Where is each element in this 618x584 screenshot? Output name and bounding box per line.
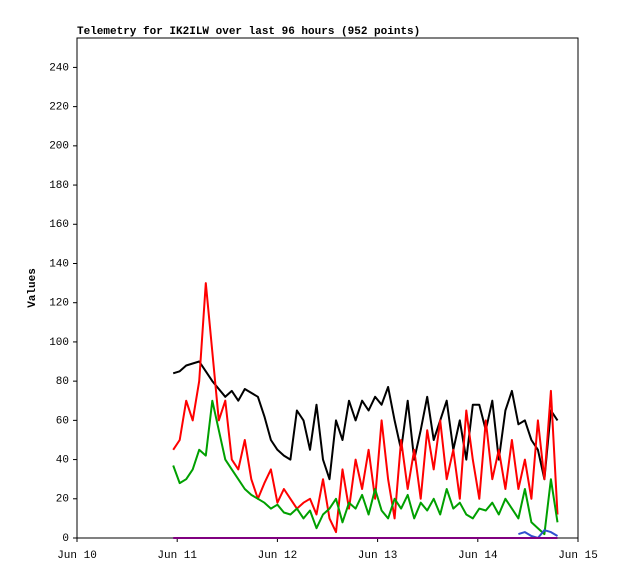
x-tick-label: Jun 13 [358, 550, 398, 562]
series-line [172, 360, 559, 481]
chart-title: Telemetry for IK2ILW over last 96 hours … [77, 26, 420, 38]
y-tick-label: 100 [49, 337, 69, 349]
y-tick-label: 140 [49, 258, 69, 270]
y-axis-label: Values [27, 268, 39, 308]
series-line [172, 399, 559, 536]
x-tick-label: Jun 12 [258, 550, 298, 562]
y-tick-label: 120 [49, 298, 69, 310]
y-tick-label: 80 [56, 376, 69, 388]
y-tick-label: 240 [49, 62, 69, 74]
y-tick-label: 180 [49, 180, 69, 192]
y-tick-label: 60 [56, 415, 69, 427]
x-tick-label: Jun 11 [157, 550, 197, 562]
y-tick-label: 200 [49, 141, 69, 153]
x-tick-label: Jun 14 [458, 550, 498, 562]
y-tick-label: 160 [49, 219, 69, 231]
plot-frame [76, 37, 579, 539]
y-tick-label: 40 [56, 454, 69, 466]
y-tick-label: 0 [62, 533, 69, 545]
series-line [518, 529, 559, 539]
x-tick-label: Jun 10 [57, 550, 97, 562]
y-tick-label: 220 [49, 102, 69, 114]
x-tick-label: Jun 15 [558, 550, 598, 562]
y-tick-label: 20 [56, 494, 69, 506]
series-line [172, 282, 559, 534]
